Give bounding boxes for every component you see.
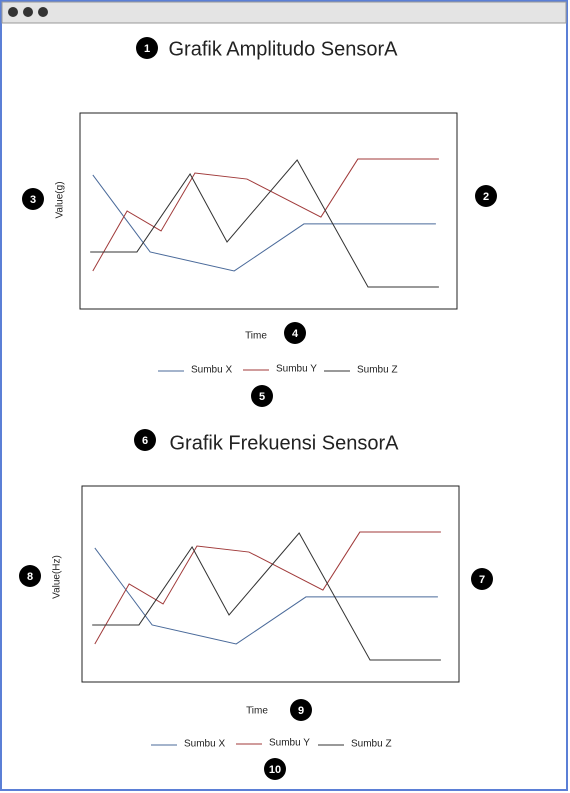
- series-line: [92, 532, 441, 661]
- annotation-badge: [264, 758, 286, 780]
- annotation-badge: [19, 565, 41, 587]
- x-axis-label: Time: [246, 706, 268, 717]
- series-line: [92, 158, 439, 272]
- annotation-number: 10: [269, 764, 281, 776]
- window-button[interactable]: [23, 7, 33, 17]
- chart-title: Grafik Amplitudo SensorA: [169, 38, 399, 60]
- annotation-badge: [290, 699, 312, 721]
- legend-label: Sumbu Y: [269, 738, 310, 749]
- annotation-number: 2: [483, 191, 489, 203]
- series-line: [94, 547, 438, 645]
- legend-label: Sumbu X: [191, 365, 232, 376]
- annotation-badge: [471, 568, 493, 590]
- legend-label: Sumbu Z: [351, 739, 392, 750]
- annotation-number: 7: [479, 574, 485, 586]
- plot-frame: [81, 485, 460, 683]
- annotation-badge: [134, 429, 156, 451]
- window-button[interactable]: [38, 7, 48, 17]
- series-line: [94, 531, 441, 645]
- annotation-badge: [136, 37, 158, 59]
- annotation-number: 3: [30, 194, 36, 206]
- window-button[interactable]: [8, 7, 18, 17]
- plot-frame: [79, 112, 458, 310]
- legend-label: Sumbu X: [184, 739, 225, 750]
- annotation-badge: [22, 188, 44, 210]
- annotation-number: 6: [142, 435, 148, 447]
- annotation-badge: [251, 385, 273, 407]
- annotation-badge: [284, 322, 306, 344]
- annotation-number: 8: [27, 571, 33, 583]
- annotation-number: 4: [292, 328, 299, 340]
- annotation-number: 1: [144, 43, 150, 55]
- y-axis-label: Value(Hz): [52, 555, 63, 599]
- annotation-number: 9: [298, 705, 304, 717]
- annotation-badge: [475, 185, 497, 207]
- annotation-number: 5: [259, 391, 265, 403]
- title-bar: [1, 1, 567, 24]
- series-line: [90, 159, 439, 288]
- series-line: [92, 174, 436, 272]
- x-axis-label: Time: [245, 331, 267, 342]
- y-axis-label: Value(g): [55, 181, 66, 218]
- legend-label: Sumbu Z: [357, 365, 398, 376]
- legend-label: Sumbu Y: [276, 364, 317, 375]
- chart-title: Grafik Frekuensi SensorA: [170, 432, 400, 454]
